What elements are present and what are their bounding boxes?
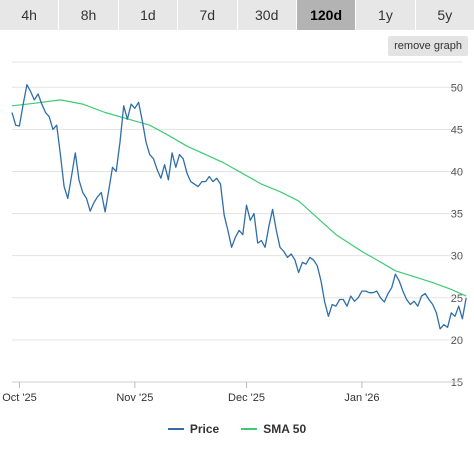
chart-axes: 15 20 25 30 35 40 45 50 Oct '25 Nov '25 Dec '25 Jan… bbox=[2, 82, 463, 404]
y-tick-label: 50 bbox=[451, 82, 463, 94]
chart-legend: Price SMA 50 bbox=[0, 419, 474, 439]
remove-graph-button[interactable]: remove graph bbox=[388, 36, 468, 56]
series-line-sma-50 bbox=[11, 99, 467, 297]
tab-30d[interactable]: 30d bbox=[237, 0, 297, 30]
y-tick-label: 15 bbox=[451, 377, 463, 389]
tab-1d[interactable]: 1d bbox=[118, 0, 179, 30]
legend-item-price[interactable]: Price bbox=[167, 422, 220, 436]
y-tick-label: 35 bbox=[451, 209, 463, 221]
tab-8h[interactable]: 8h bbox=[59, 0, 119, 30]
legend-swatch bbox=[167, 428, 184, 430]
tab-5y[interactable]: 5y bbox=[415, 0, 474, 30]
tab-1y[interactable]: 1y bbox=[356, 0, 416, 30]
chart-grid bbox=[12, 61, 462, 341]
timeframe-tabs: 4h 8h 1d 7d 30d 120d 1y 5y bbox=[0, 0, 474, 30]
y-tick-label: 25 bbox=[451, 293, 463, 305]
x-tick-label: Dec '25 bbox=[228, 392, 265, 404]
x-tick-label: Oct '25 bbox=[2, 392, 37, 404]
legend-label: SMA 50 bbox=[263, 422, 307, 436]
x-tick-label: Jan '26 bbox=[344, 392, 379, 404]
series-line-price bbox=[11, 84, 467, 330]
tab-120d[interactable]: 120d bbox=[296, 0, 357, 30]
chart-series bbox=[11, 84, 467, 330]
legend-item-sma-50[interactable]: SMA 50 bbox=[241, 422, 306, 436]
legend-label: Price bbox=[189, 422, 220, 436]
y-tick-label: 20 bbox=[451, 335, 463, 347]
y-tick-label: 45 bbox=[451, 124, 463, 136]
tab-7d[interactable]: 7d bbox=[178, 0, 238, 30]
y-tick-label: 30 bbox=[451, 251, 463, 263]
legend-swatch bbox=[241, 428, 258, 430]
tab-4h[interactable]: 4h bbox=[0, 0, 60, 30]
y-tick-label: 40 bbox=[451, 166, 463, 178]
x-tick-label: Nov '25 bbox=[116, 392, 153, 404]
